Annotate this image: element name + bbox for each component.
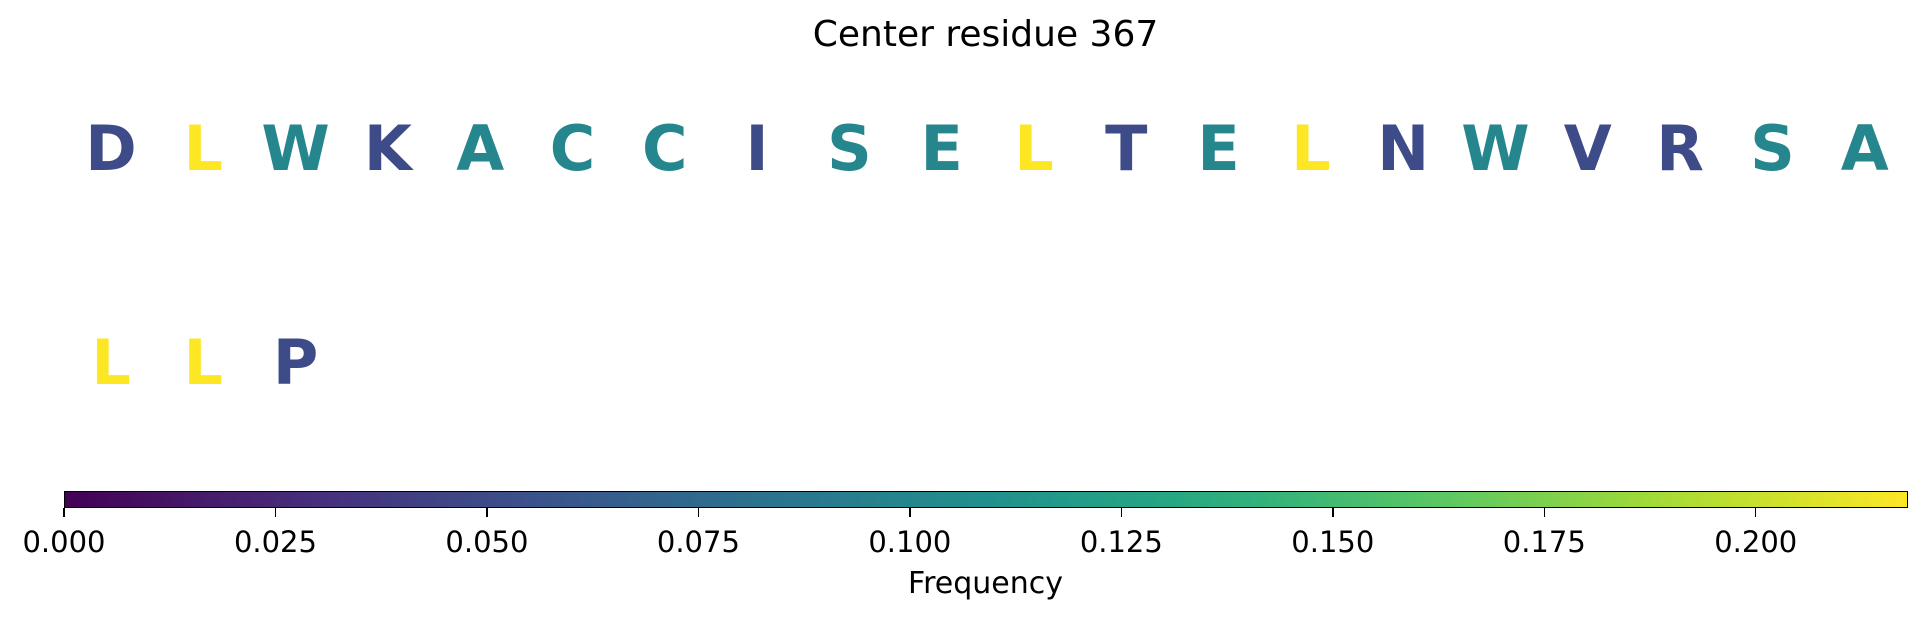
residue-letter: D [85,112,137,185]
residue-letter: L [91,326,131,399]
colorbar-tick-label: 0.000 [22,525,106,559]
colorbar-tick-mark [909,508,911,517]
colorbar-tick-label: 0.150 [1291,525,1375,559]
colorbar-tick-mark [1754,508,1757,517]
colorbar-tick-mark [1543,508,1546,517]
colorbar-tick-mark [697,508,700,517]
residue-letter: C [549,112,596,185]
residue-letter: C [642,112,688,185]
chart-title: Center residue 367 [812,14,1159,55]
residue-letter: A [456,112,505,185]
residue-letter: W [261,112,330,185]
residue-letter: N [1377,112,1430,185]
colorbar-tick-label: 0.025 [233,525,317,559]
colorbar-tick-mark [1120,508,1123,517]
residue-letter: L [183,112,224,185]
residue-letter: S [1750,112,1795,185]
residue-letter: I [745,112,769,185]
residue-letter: L [1291,112,1331,185]
residue-letter: T [1105,112,1148,185]
residue-letter: W [1461,112,1530,185]
colorbar-tick-mark [274,508,277,517]
residue-letter: V [1563,112,1612,185]
residue-letter: S [827,112,872,185]
residue-letter: A [1840,112,1889,185]
colorbar-tick-label: 0.125 [1079,525,1163,559]
colorbar-gradient [65,492,1907,507]
colorbar-label: Frequency [908,566,1063,601]
residue-letter: E [920,112,963,185]
residue-letter: P [272,326,319,399]
colorbar-tick-mark [1332,508,1334,517]
colorbar [64,491,1908,508]
residue-letter: L [1014,112,1054,185]
residue-letter: R [1656,112,1704,185]
colorbar-tick-mark [486,508,488,517]
colorbar-tick-label: 0.100 [868,525,952,559]
colorbar-tick-label: 0.075 [656,525,740,559]
colorbar-tick-mark [63,508,65,517]
residue-letter: E [1197,112,1240,185]
residue-letter: L [183,326,224,399]
colorbar-tick-label: 0.050 [445,525,529,559]
colorbar-tick-label: 0.200 [1714,525,1798,559]
residue-letter: K [363,112,412,185]
colorbar-tick-label: 0.175 [1502,525,1586,559]
